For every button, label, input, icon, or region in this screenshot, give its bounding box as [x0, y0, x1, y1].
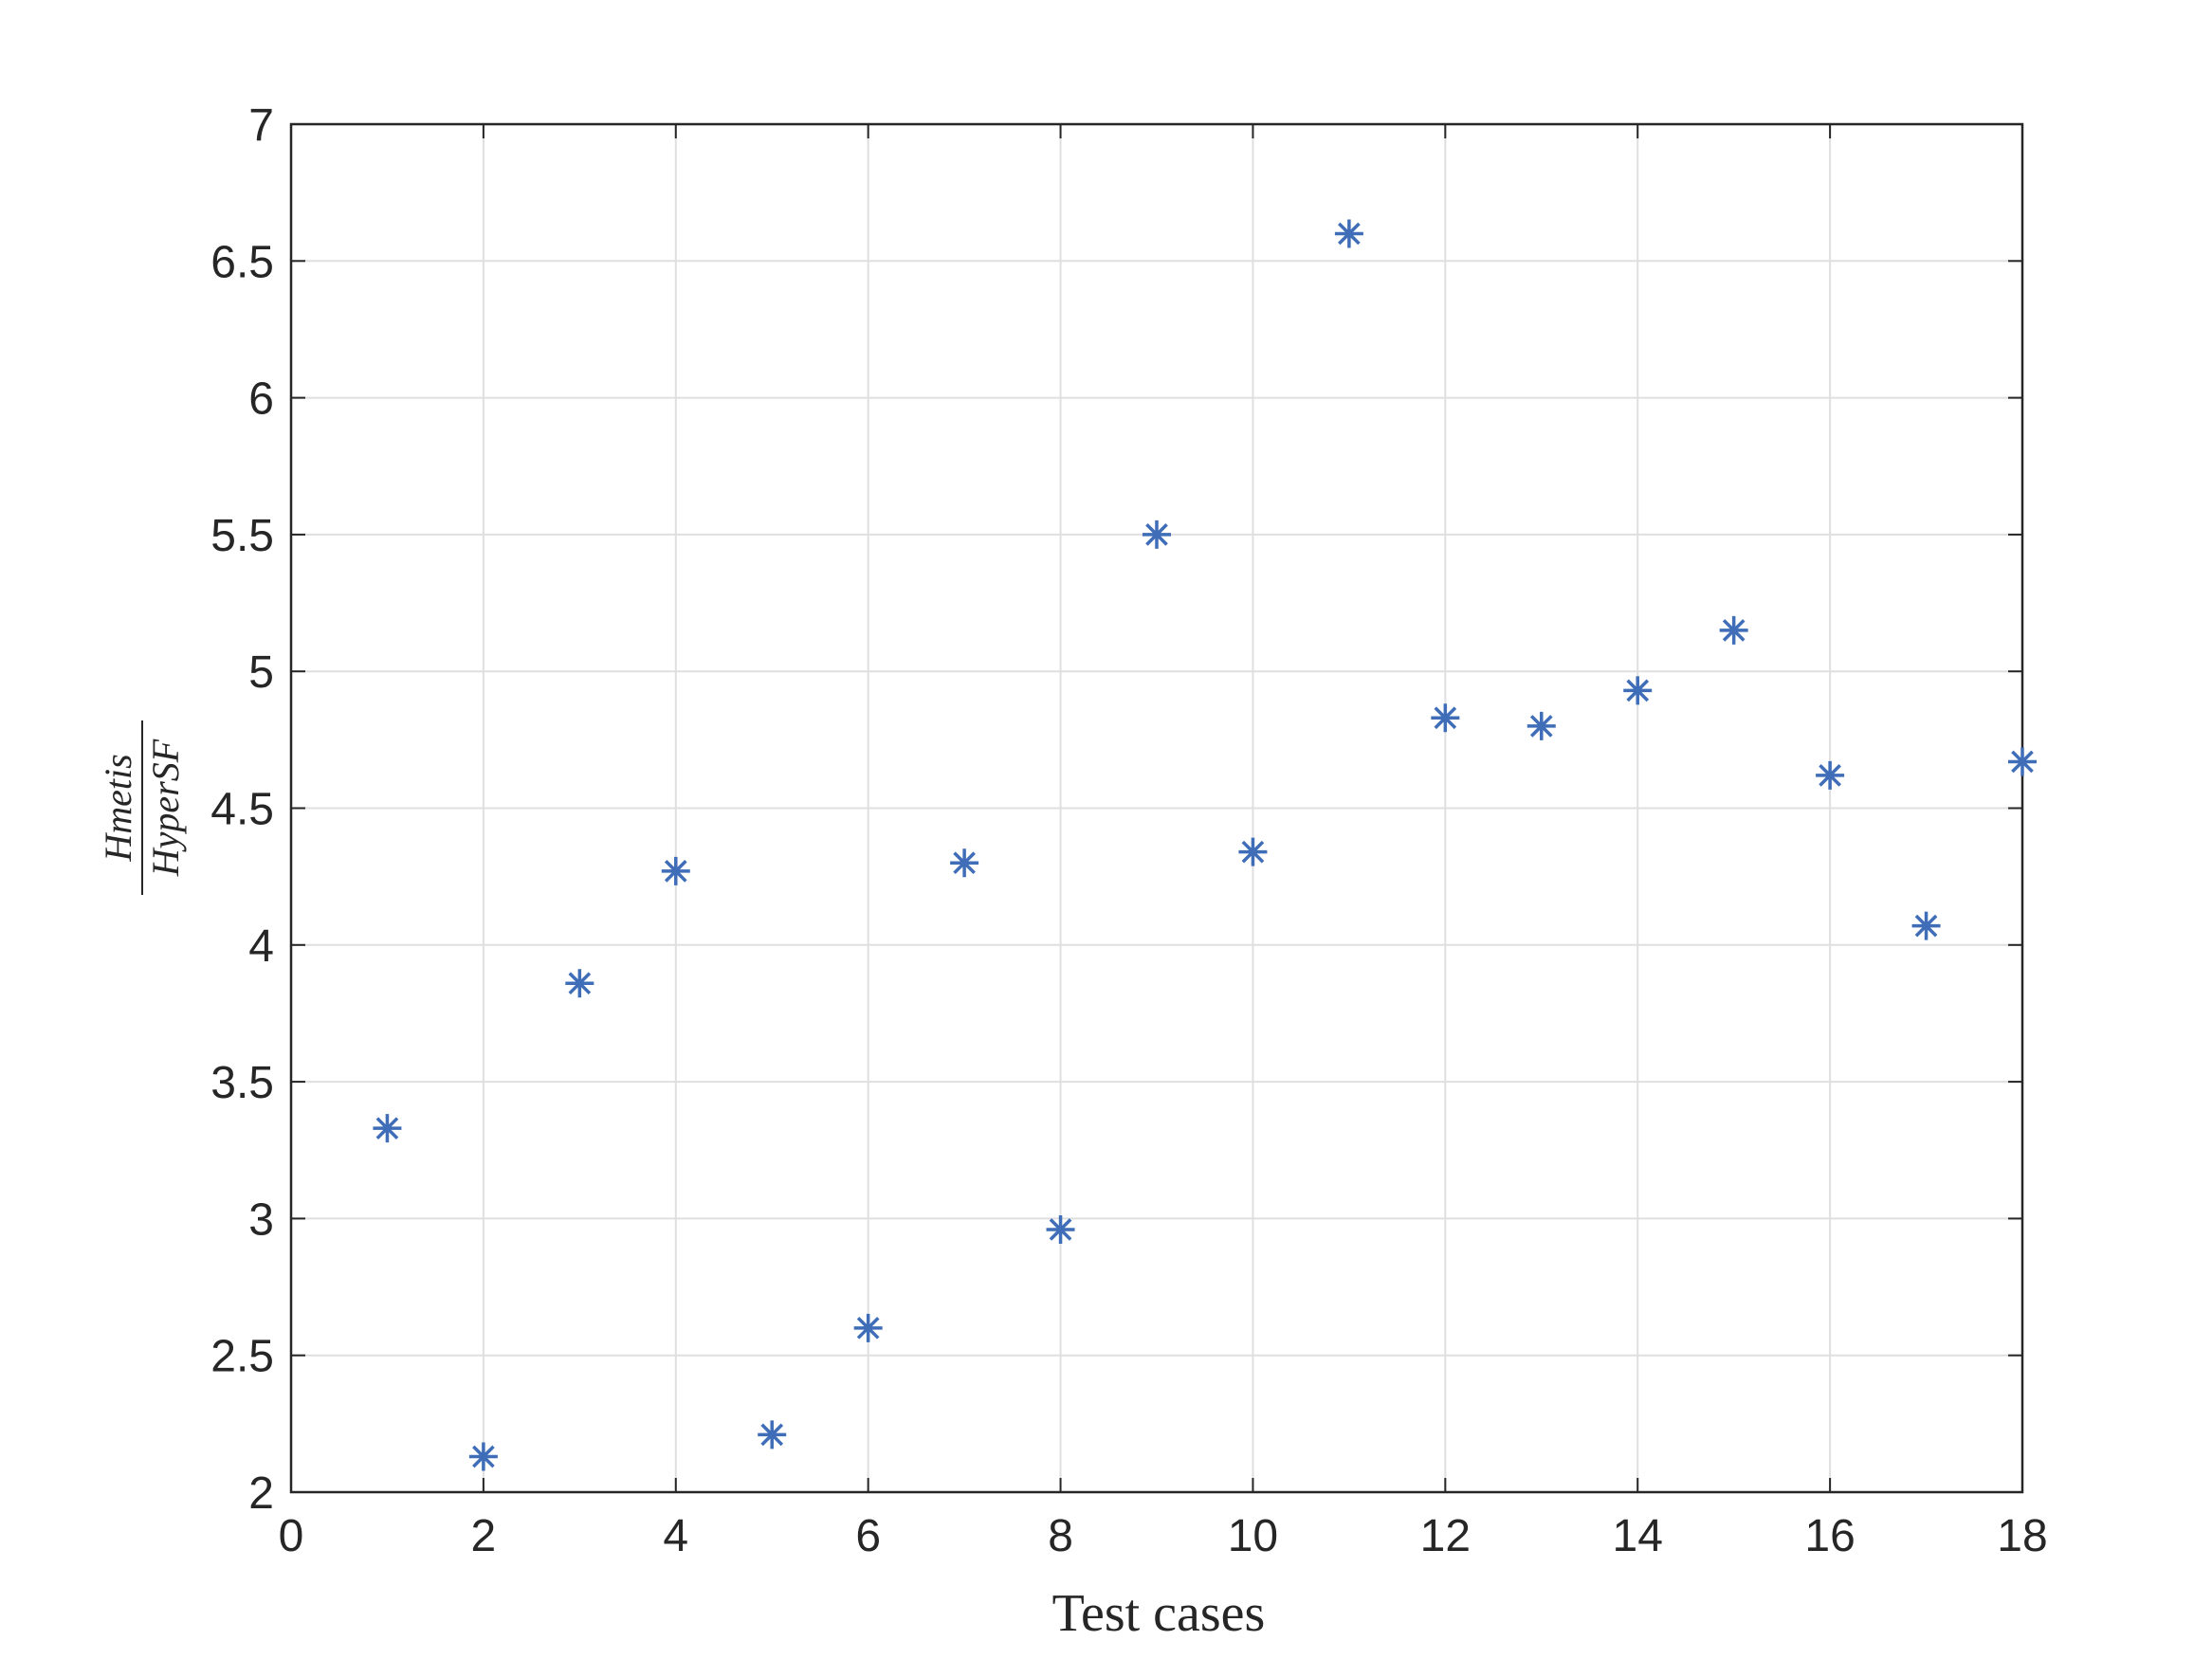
- asterisk-marker: [1143, 520, 1171, 549]
- asterisk-marker: [661, 856, 690, 885]
- x-tick-label: 12: [1420, 1511, 1471, 1561]
- y-tick-label: 2: [248, 1468, 274, 1519]
- y-tick-label: 6.5: [210, 237, 274, 287]
- y-tick-label: 2.5: [210, 1332, 274, 1382]
- asterisk-marker: [853, 1313, 883, 1342]
- y-tick-label: 5: [248, 647, 274, 698]
- y-tick-label: 4.5: [210, 785, 274, 835]
- x-tick-label: 0: [279, 1511, 304, 1561]
- asterisk-marker: [1238, 837, 1268, 866]
- x-tick-label: 2: [471, 1511, 497, 1561]
- y-tick-label: 3.5: [210, 1058, 274, 1108]
- x-tick-label: 14: [1613, 1511, 1663, 1561]
- asterisk-marker: [758, 1420, 787, 1449]
- asterisk-marker: [373, 1114, 402, 1143]
- asterisk-marker: [2008, 747, 2037, 776]
- y-tick-label: 5.5: [210, 511, 274, 561]
- x-tick-label: 6: [855, 1511, 881, 1561]
- x-tick-label: 16: [1804, 1511, 1855, 1561]
- asterisk-marker: [1623, 676, 1653, 705]
- asterisk-marker: [1816, 760, 1845, 790]
- asterisk-marker: [565, 969, 594, 998]
- y-label-numerator: Hmetis: [97, 754, 139, 862]
- asterisk-marker: [1911, 911, 1941, 940]
- asterisk-marker: [1431, 703, 1460, 733]
- asterisk-marker: [1526, 711, 1556, 740]
- y-tick-label: 3: [248, 1194, 274, 1245]
- axes-box: [289, 122, 2024, 1494]
- asterisk-marker: [1046, 1214, 1075, 1244]
- x-axis-label: Test cases: [1052, 1584, 1266, 1643]
- y-tick-label: 6: [248, 374, 274, 425]
- y-label-denominator: HyperSF: [144, 738, 187, 877]
- asterisk-marker: [950, 848, 979, 878]
- asterisk-marker: [1334, 219, 1363, 248]
- asterisk-marker: [468, 1442, 498, 1471]
- y-axis-label: Hmetis HyperSF: [97, 720, 187, 895]
- y-tick-label: 7: [248, 100, 274, 151]
- x-tick-label: 10: [1228, 1511, 1278, 1561]
- asterisk-marker: [1719, 615, 1748, 645]
- x-tick-label: 18: [1997, 1511, 2047, 1561]
- x-tick-label: 4: [663, 1511, 688, 1561]
- y-tick-label: 4: [248, 921, 274, 972]
- x-tick-label: 8: [1048, 1511, 1073, 1561]
